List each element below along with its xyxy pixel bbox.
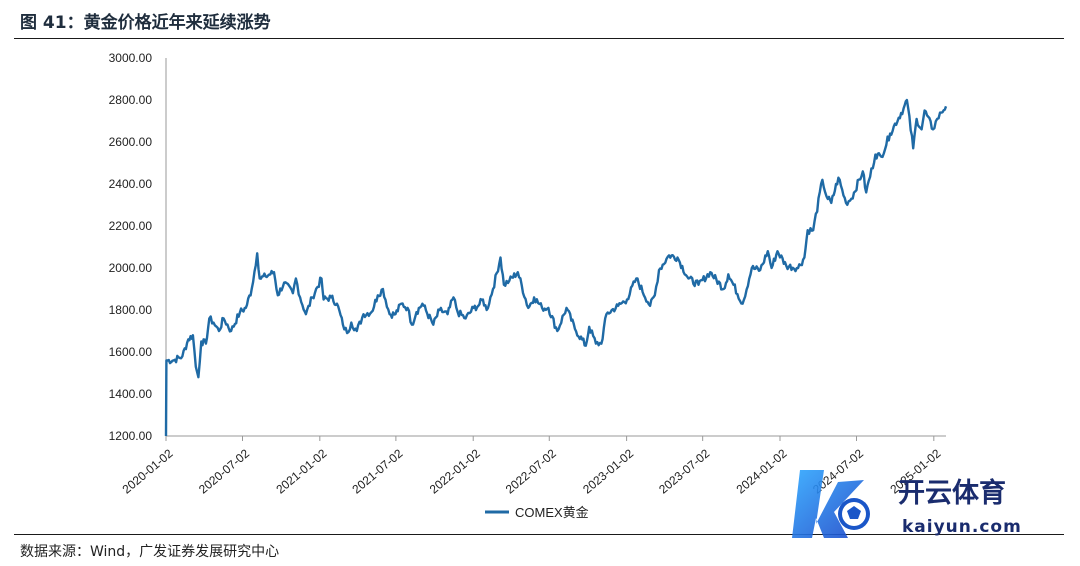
y-axis: 1200.00 1400.00 1600.00 1800.00 2000.00 2200.…	[109, 51, 167, 443]
y-tick-label: 2400.00	[109, 177, 153, 191]
y-tick-label: 2200.00	[109, 219, 153, 233]
series-group	[164, 98, 948, 437]
x-tick-label: 2022-07-02	[503, 446, 559, 496]
legend: COMEX黄金	[485, 505, 589, 520]
x-tick-label: 2020-01-02	[120, 446, 176, 496]
x-tick-label: 2021-07-02	[349, 446, 405, 496]
watermark-logo: 开云体育 kaiyun.com	[792, 470, 1022, 538]
svg-text:kaiyun.com: kaiyun.com	[902, 517, 1022, 537]
legend-label: COMEX黄金	[515, 505, 589, 520]
y-tick-label: 1400.00	[109, 387, 153, 401]
bottom-rule	[14, 534, 1064, 535]
figure-title: 图 41：黄金价格近年来延续涨势	[20, 13, 271, 33]
x-tick-label: 2021-01-02	[273, 446, 329, 496]
y-tick-label: 3000.00	[109, 51, 153, 65]
y-tick-label: 1800.00	[109, 303, 153, 317]
x-tick-label: 2020-07-02	[196, 446, 252, 496]
x-tick-label: 2023-01-02	[580, 446, 636, 496]
y-tick-label: 2600.00	[109, 135, 153, 149]
x-tick-label: 2022-01-02	[427, 446, 483, 496]
y-tick-label: 2000.00	[109, 261, 153, 275]
x-tick-label: 2024-01-02	[734, 446, 790, 496]
gold-price-chart: 1200.00 1400.00 1600.00 1800.00 2000.00 2200.…	[109, 51, 948, 520]
series-line-0	[164, 98, 948, 437]
y-tick-label: 2800.00	[109, 93, 153, 107]
y-tick-label: 1600.00	[109, 345, 153, 359]
svg-text:开云体育: 开云体育	[898, 477, 1006, 509]
y-tick-label: 1200.00	[109, 429, 153, 443]
top-rule	[14, 38, 1064, 39]
x-tick-label: 2023-07-02	[656, 446, 712, 496]
data-source-note: 数据来源：Wind，广发证券发展研究中心	[20, 544, 280, 560]
